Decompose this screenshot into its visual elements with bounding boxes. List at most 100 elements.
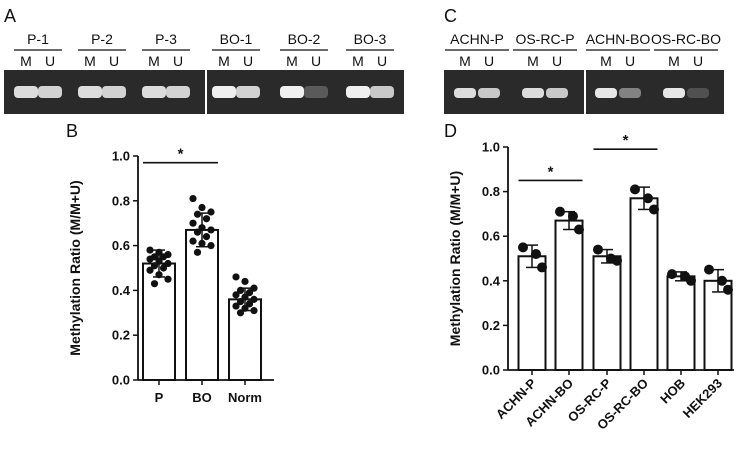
data-point xyxy=(159,253,168,261)
data-point xyxy=(518,242,528,253)
x-tick-label: HEK293 xyxy=(680,376,725,421)
gel-group-label: P-3 xyxy=(155,31,177,47)
lane-label-m: M xyxy=(84,53,96,69)
gel-band xyxy=(280,86,304,98)
y-tick-label: 1.0 xyxy=(482,140,500,155)
gel-band xyxy=(304,86,328,98)
y-tick-label: 0.6 xyxy=(482,229,500,244)
data-point xyxy=(568,211,578,222)
data-point xyxy=(193,248,202,256)
data-point xyxy=(250,306,258,315)
gel-band xyxy=(38,86,62,98)
y-tick-label: 0.2 xyxy=(482,318,500,333)
significance-star: * xyxy=(623,132,629,149)
data-point xyxy=(189,219,197,227)
data-point xyxy=(155,271,163,279)
panel-letter-a: A xyxy=(4,6,16,26)
lane-label-m: M xyxy=(286,53,298,69)
y-tick-label: 0.0 xyxy=(482,363,500,378)
lane-label-m: M xyxy=(527,53,539,69)
data-point xyxy=(164,259,172,268)
y-tick-label: 1.0 xyxy=(112,149,130,164)
gel-group-label: BO-3 xyxy=(354,31,387,47)
gel-group-label: ACHN-BO xyxy=(586,31,651,47)
data-point xyxy=(686,275,696,286)
x-tick-label: Norm xyxy=(228,390,262,405)
data-point xyxy=(159,264,168,272)
y-tick-label: 0.6 xyxy=(112,238,130,253)
data-point xyxy=(232,273,240,281)
data-point xyxy=(723,284,733,295)
significance-star: * xyxy=(178,146,184,163)
gel-band xyxy=(346,86,370,98)
lane-label-u: U xyxy=(552,53,562,69)
lane-label-m: M xyxy=(218,53,230,69)
data-point xyxy=(189,194,197,203)
gel-background xyxy=(4,70,404,114)
gel-band xyxy=(619,88,641,98)
data-point xyxy=(537,262,547,273)
gel-band xyxy=(78,86,102,98)
data-point xyxy=(202,233,211,241)
gel-group-label: OS-RC-P xyxy=(515,31,574,47)
gel-separator xyxy=(205,70,207,114)
y-tick-label: 0.4 xyxy=(482,273,501,288)
lane-label-u: U xyxy=(109,53,119,69)
bar-achn-p xyxy=(517,255,547,371)
data-point xyxy=(612,255,622,266)
gel-band xyxy=(102,86,126,98)
gel-band xyxy=(166,86,190,98)
gel-band xyxy=(236,86,260,98)
gel-band xyxy=(370,86,394,98)
gel-band xyxy=(663,88,685,98)
gel-group-label: P-1 xyxy=(27,31,49,47)
data-point xyxy=(250,295,258,303)
data-point xyxy=(198,239,206,247)
bar-achn-bo xyxy=(554,219,584,371)
gel-band xyxy=(454,88,476,98)
data-point xyxy=(146,266,154,274)
x-tick-label: BO xyxy=(192,390,212,405)
panel-letter-c: C xyxy=(444,6,457,26)
lane-label-m: M xyxy=(352,53,364,69)
x-tick-label: P xyxy=(155,390,164,405)
gel-band xyxy=(478,88,500,98)
data-point xyxy=(146,255,154,263)
lane-label-m: M xyxy=(148,53,160,69)
data-point xyxy=(202,215,211,223)
panel-letter-b: B xyxy=(66,121,78,141)
lane-label-u: U xyxy=(377,53,387,69)
bar-chart-b: 0.0 0.2 0.4 0.6 0.8 1.0 Methylation Ratio (M/M… xyxy=(67,146,274,405)
data-point xyxy=(193,210,202,218)
data-point xyxy=(250,284,258,292)
data-point xyxy=(236,286,245,294)
data-point xyxy=(643,193,653,204)
data-point xyxy=(189,237,197,245)
significance-star: * xyxy=(548,163,554,180)
data-point xyxy=(155,257,163,265)
data-point xyxy=(236,309,245,317)
lane-label-u: U xyxy=(311,53,321,69)
lane-label-u: U xyxy=(625,53,635,69)
gel-separator xyxy=(584,70,586,114)
data-point xyxy=(593,244,603,255)
data-point xyxy=(630,184,640,195)
y-axis-label: Methylation Ratio (M/M+U) xyxy=(447,171,463,346)
gel-band xyxy=(522,88,544,98)
data-point xyxy=(245,289,254,297)
lane-label-u: U xyxy=(484,53,494,69)
bar-hek293 xyxy=(703,279,733,371)
gel-group-label: BO-1 xyxy=(220,31,253,47)
bar-chart-d: 0.0 0.2 0.4 0.6 0.8 1.0 Methylation Ratio (M/M… xyxy=(447,132,734,433)
data-point xyxy=(207,242,215,250)
bar-bo xyxy=(185,228,219,381)
data-point xyxy=(241,277,249,286)
gel-band xyxy=(212,86,236,98)
lane-label-u: U xyxy=(693,53,703,69)
data-point xyxy=(667,269,677,280)
data-point xyxy=(245,300,254,308)
data-point xyxy=(649,204,659,215)
data-point xyxy=(241,304,249,312)
